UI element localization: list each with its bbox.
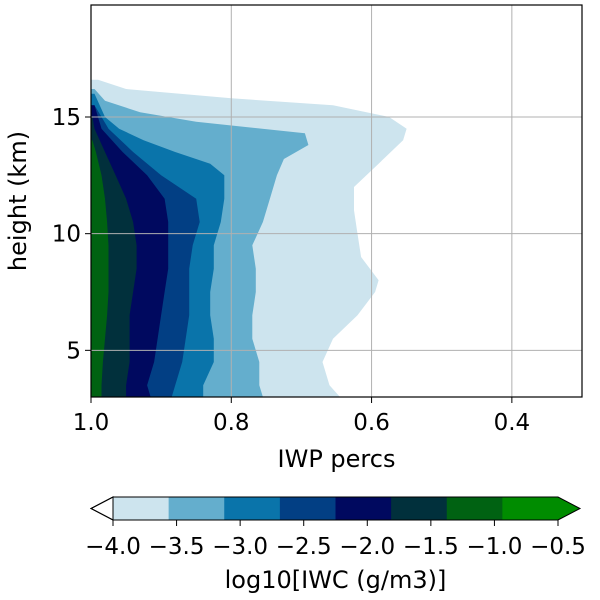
colorbar-segment <box>502 497 559 520</box>
colorbar-tick-label: −2.0 <box>339 534 395 560</box>
colorbar-segment <box>168 497 225 520</box>
y-axis-ticks: 5 10 15 <box>52 105 91 364</box>
x-axis-ticks: 1.0 0.8 0.6 0.4 <box>73 397 530 436</box>
y-axis-label: height (km) <box>4 131 32 271</box>
colorbar-segment <box>113 497 170 520</box>
colorbar-ticks: −4.0 −3.5 −3.0 −2.5 −2.0 −1.5 −1.0 −0.5 <box>85 520 586 560</box>
colorbar-over-arrow <box>558 497 580 520</box>
x-tick-label: 1.0 <box>73 410 110 436</box>
colorbar-segment <box>224 497 281 520</box>
colorbar-tick-label: −3.5 <box>149 534 205 560</box>
colorbar-tick-label: −4.0 <box>85 534 141 560</box>
contour-layer <box>91 79 407 397</box>
y-tick-label: 5 <box>66 338 81 364</box>
colorbar-tick-label: −1.5 <box>403 534 459 560</box>
colorbar-tick-label: −2.5 <box>276 534 332 560</box>
plot-frame <box>90 4 583 398</box>
plot-area <box>90 4 583 398</box>
y-tick-label: 15 <box>52 105 81 131</box>
colorbar-label: log10[IWC (g/m3)] <box>225 566 447 594</box>
x-tick-label: 0.6 <box>353 410 390 436</box>
colorbar-segment <box>446 497 503 520</box>
colorbar-segment <box>279 497 336 520</box>
x-tick-label: 0.4 <box>494 410 531 436</box>
x-axis-label: IWP percs <box>278 445 396 473</box>
colorbar-segment <box>391 497 448 520</box>
colorbar-tick-label: −3.0 <box>212 534 268 560</box>
x-tick-label: 0.8 <box>213 410 250 436</box>
y-tick-label: 10 <box>52 222 81 248</box>
colorbar-under-arrow <box>89 496 114 521</box>
colorbar-tick-label: −1.0 <box>466 534 522 560</box>
contour-band-7 <box>91 140 109 397</box>
colorbar <box>89 496 582 521</box>
colorbar-tick-label: −0.5 <box>530 534 586 560</box>
colorbar-segment <box>335 497 392 520</box>
